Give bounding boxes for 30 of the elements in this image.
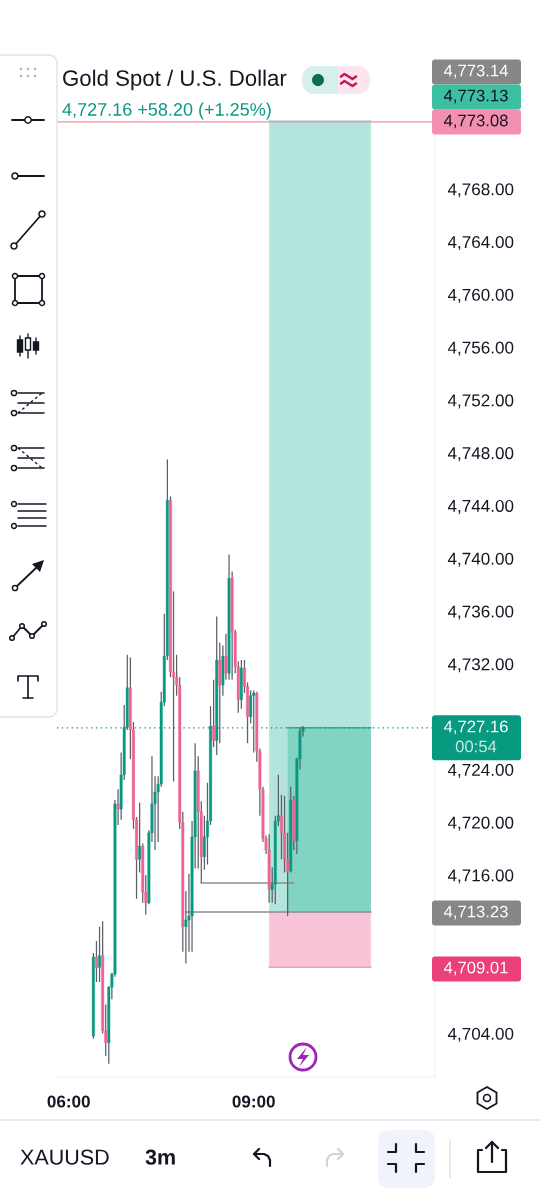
text: 4,713.23 [443,905,508,920]
text: 4,773.14 [443,64,508,79]
y-tick-label: 4,756.00 [447,341,514,356]
y-tick-label: 4,704.00 [447,1027,514,1042]
y-tick-label: 4,752.00 [447,394,514,409]
text: 4,709.01 [443,961,508,976]
y-tick-label: 4,736.00 [447,605,514,620]
text: 4,727.16 +58.20 (+1.25%) [62,102,271,120]
candlestick [212,679,216,748]
candlestick [95,940,98,983]
y-tick-label: 4,724.00 [447,763,514,778]
y-tick-label: 4,760.00 [447,288,514,303]
x-tick-label: 09:00 [232,1095,275,1108]
y-tick-label: 4,748.00 [447,447,514,462]
y-tick-label: 4,768.00 [447,183,514,198]
y-tick-label: 4,732.00 [447,658,514,673]
y-tick-label: 4,716.00 [447,869,514,884]
ref-line-label: 4,727.16 00:54 [443,720,508,753]
x-tick-label: 06:00 [47,1095,90,1108]
ref-line-label: 4,773.08 [443,114,508,129]
text: XAUUSD [20,1149,109,1165]
y-tick-label: 4,764.00 [447,236,514,251]
y-tick-label: 4,740.00 [447,552,514,567]
y-tick-label: 4,720.00 [447,816,514,831]
text: 3m [145,1149,175,1165]
text: Gold Spot / U.S. Dollar [63,69,287,91]
text: 4,773.13 [443,89,508,104]
candlestick [98,925,101,983]
candlestick [138,801,142,874]
y-tick-label: 4,744.00 [447,499,514,515]
